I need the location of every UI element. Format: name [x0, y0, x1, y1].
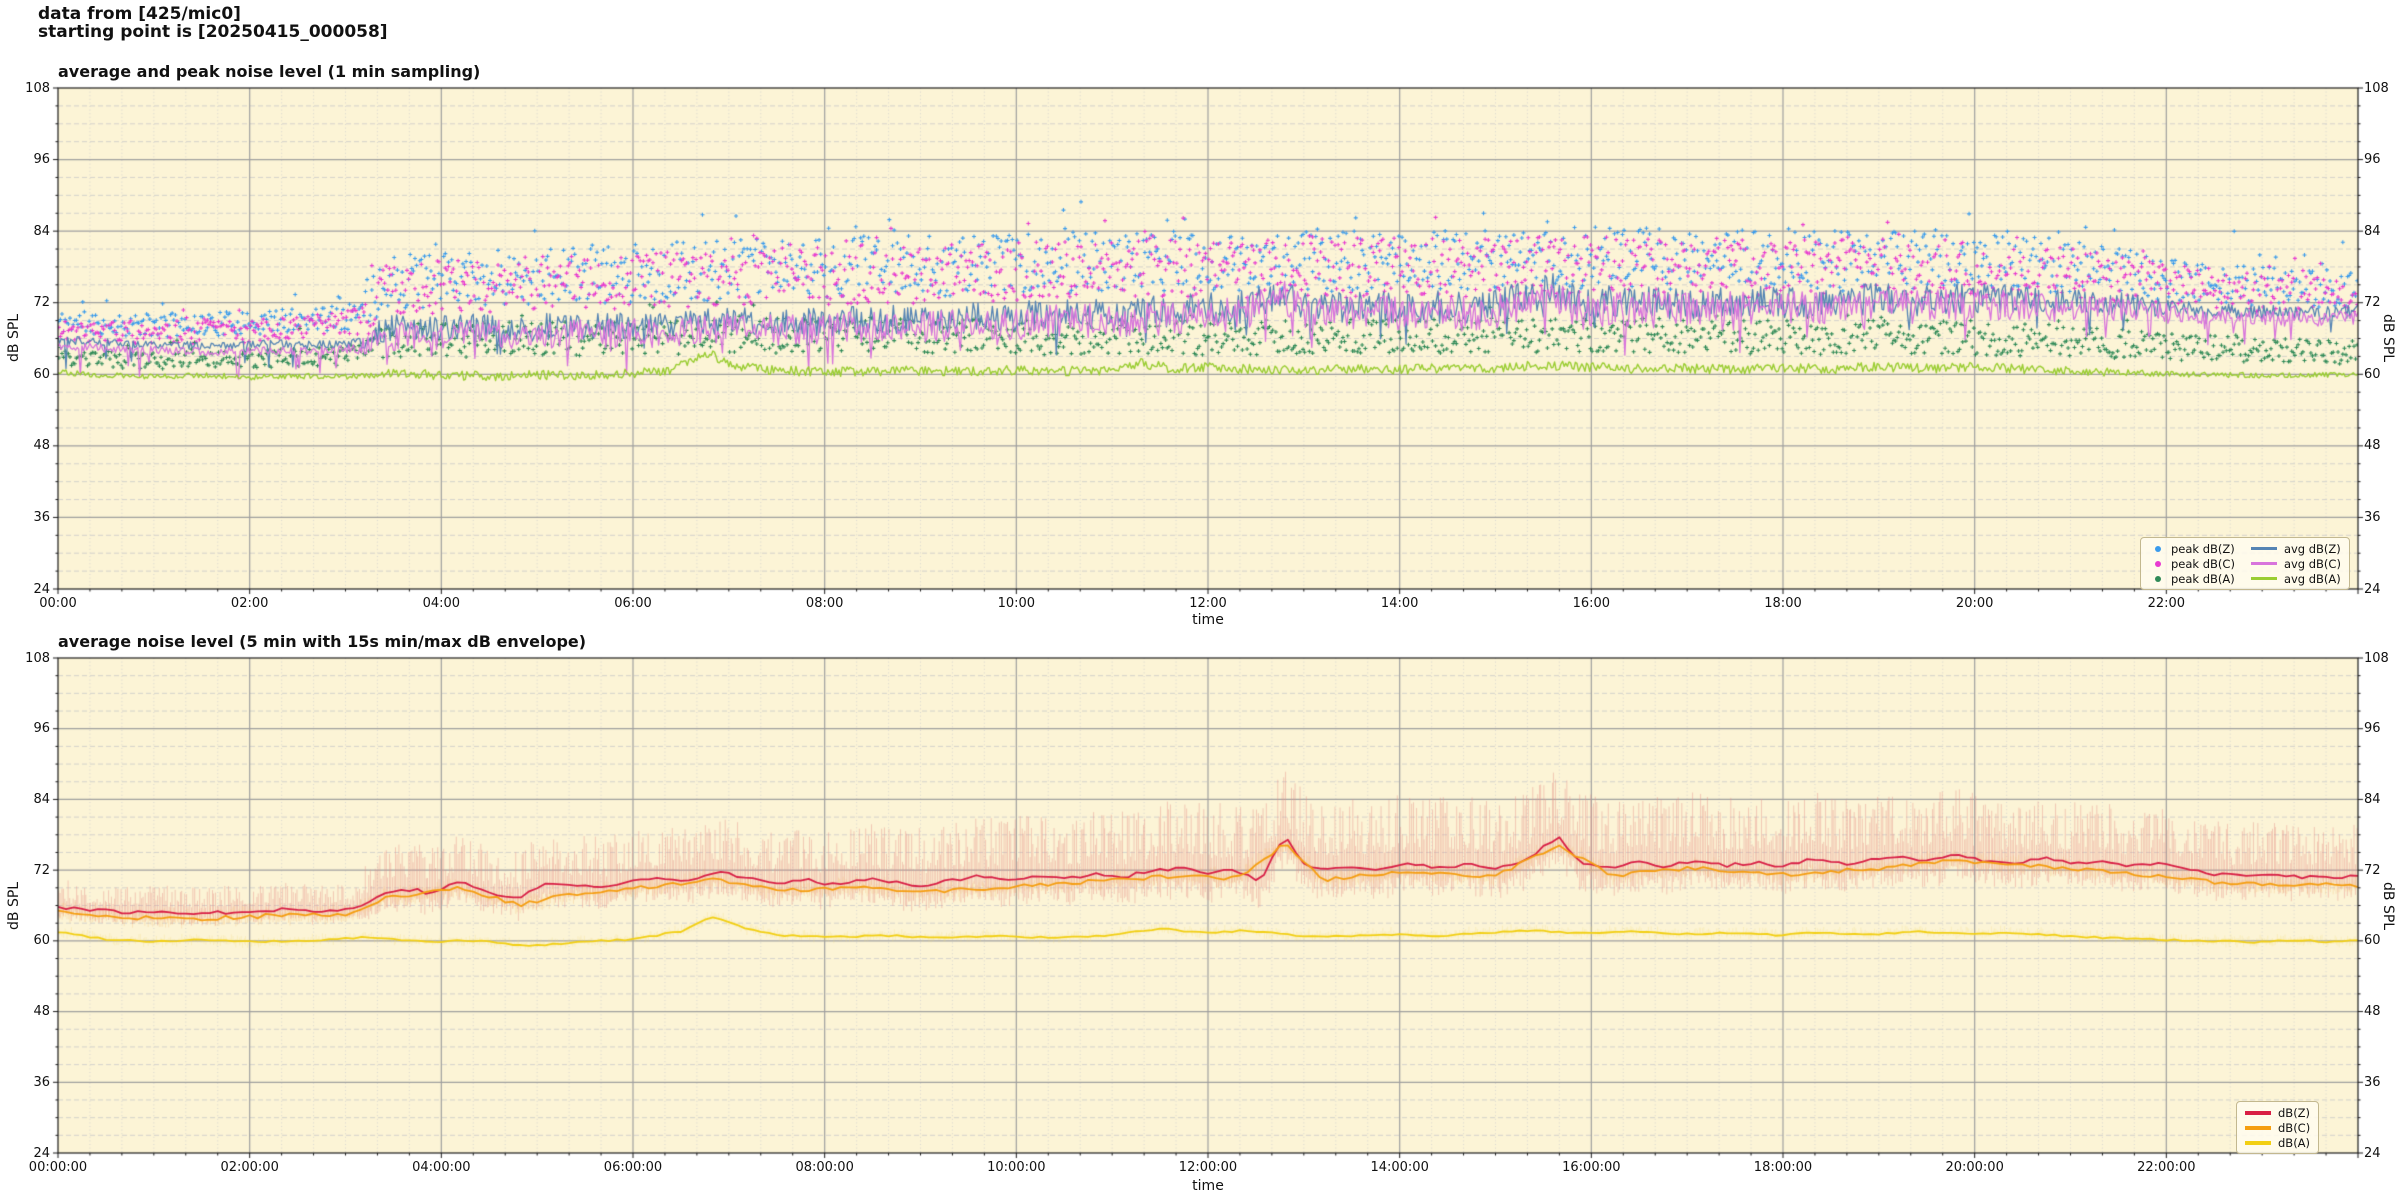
legend-item: peak dB(C)	[2149, 556, 2235, 571]
y-tick-label: 24	[33, 581, 50, 597]
x-tick-label: 02:00	[230, 596, 269, 611]
chart1-legend: peak dB(Z) avg dB(Z) peak dB(C) avg dB(C) pe…	[2140, 537, 2350, 590]
x-tick-label: 00:00:00	[28, 1160, 88, 1175]
y-tick-label: 36	[2364, 509, 2381, 525]
y-tick-label: 24	[33, 1145, 50, 1161]
x-tick-label: 18:00	[1764, 596, 1802, 611]
chart1-xlabel: time	[1192, 612, 1224, 628]
y-tick-label: 72	[2364, 862, 2381, 878]
header-starting-point: starting point is [20250415_000058]	[38, 22, 388, 42]
y-tick-label: 108	[2364, 650, 2389, 666]
chart2-ylabel-right: dB SPL	[2380, 881, 2396, 931]
x-tick-label: 02:00:00	[220, 1160, 279, 1175]
legend-line-marker	[2245, 1110, 2271, 1115]
y-tick-label: 96	[33, 721, 50, 737]
legend-label: avg dB(A)	[2283, 571, 2341, 586]
legend-label: peak dB(Z)	[2171, 541, 2235, 556]
chart2-legend: dB(Z) dB(C) dB(A)	[2236, 1101, 2320, 1154]
legend-label: avg dB(Z)	[2283, 541, 2341, 556]
legend-item: peak dB(A)	[2149, 571, 2235, 586]
x-tick-label: 06:00	[614, 596, 652, 611]
legend-item: avg dB(Z)	[2250, 541, 2341, 556]
x-tick-label: 04:00	[422, 596, 461, 611]
legend-item: dB(Z)	[2245, 1105, 2310, 1120]
x-tick-label: 16:00	[1572, 596, 1611, 611]
legend-line-marker	[2245, 1125, 2271, 1130]
legend-line-marker	[2250, 562, 2277, 565]
y-tick-label: 108	[25, 650, 50, 666]
legend-dot-marker	[2155, 575, 2161, 582]
y-tick-label: 108	[2364, 80, 2389, 96]
y-tick-label: 84	[33, 791, 50, 807]
legend-line-marker	[2250, 547, 2277, 550]
chart1-plot-area	[51, 81, 2365, 596]
y-tick-label: 48	[33, 438, 50, 454]
x-tick-label: 10:00:00	[987, 1160, 1046, 1175]
y-tick-label: 72	[33, 295, 50, 311]
x-tick-label: 14:00:00	[1370, 1160, 1429, 1175]
legend-dot-marker	[2155, 560, 2161, 567]
y-tick-label: 96	[33, 152, 50, 168]
x-tick-label: 12:00	[1189, 596, 1227, 611]
legend-label: avg dB(C)	[2283, 556, 2341, 571]
legend-item: avg dB(A)	[2250, 571, 2341, 586]
y-tick-label: 96	[2364, 721, 2381, 737]
y-tick-label: 84	[2364, 223, 2381, 239]
chart2-xlabel: time	[1192, 1178, 1224, 1194]
legend-item: dB(C)	[2245, 1120, 2310, 1135]
legend-line-marker	[2250, 577, 2277, 580]
chart2-plot-area	[51, 651, 2365, 1160]
y-tick-label: 60	[33, 366, 50, 382]
x-tick-label: 14:00	[1380, 596, 1419, 611]
y-tick-label: 60	[33, 933, 50, 949]
x-tick-label: 22:00:00	[2137, 1160, 2196, 1175]
y-tick-label: 36	[33, 1074, 50, 1090]
y-tick-label: 84	[33, 223, 50, 239]
x-tick-label: 22:00	[2147, 596, 2186, 611]
y-tick-label: 108	[25, 80, 50, 96]
chart1-ylabel-right: dB SPL	[2380, 313, 2396, 363]
legend-label: peak dB(C)	[2171, 556, 2235, 571]
y-tick-label: 24	[2364, 581, 2381, 597]
y-tick-label: 48	[33, 1004, 50, 1020]
chart2-title: average noise level (5 min with 15s min/…	[58, 632, 587, 651]
y-tick-label: 72	[33, 862, 50, 878]
y-tick-label: 60	[2364, 933, 2381, 949]
y-tick-label: 48	[2364, 1004, 2381, 1020]
y-tick-label: 24	[2364, 1145, 2381, 1161]
y-tick-label: 36	[2364, 1074, 2381, 1090]
x-tick-label: 16:00:00	[1562, 1160, 1621, 1175]
x-tick-label: 12:00:00	[1178, 1160, 1238, 1175]
y-tick-label: 84	[2364, 791, 2381, 807]
legend-label: dB(C)	[2278, 1120, 2311, 1135]
x-tick-label: 20:00	[1955, 596, 1994, 611]
legend-item: avg dB(C)	[2250, 556, 2341, 571]
y-tick-label: 36	[33, 509, 50, 525]
x-tick-label: 00:00	[39, 596, 77, 611]
legend-label: dB(Z)	[2278, 1105, 2311, 1120]
chart2-ylabel-left: dB SPL	[6, 881, 22, 931]
legend-label: dB(A)	[2278, 1135, 2311, 1150]
x-tick-label: 06:00:00	[603, 1160, 663, 1175]
legend-dot-marker	[2155, 545, 2161, 552]
x-tick-label: 04:00:00	[412, 1160, 471, 1175]
header-data-source: data from [425/mic0]	[38, 4, 241, 24]
x-tick-label: 18:00:00	[1753, 1160, 1813, 1175]
y-tick-label: 72	[2364, 295, 2381, 311]
y-tick-label: 48	[2364, 438, 2381, 454]
chart1-ylabel-left: dB SPL	[6, 313, 22, 363]
y-tick-label: 96	[2364, 152, 2381, 168]
legend-item: peak dB(Z)	[2149, 541, 2235, 556]
legend-line-marker	[2245, 1140, 2271, 1145]
x-tick-label: 08:00:00	[795, 1160, 854, 1175]
y-tick-label: 60	[2364, 366, 2381, 382]
legend-label: peak dB(A)	[2171, 571, 2235, 586]
x-tick-label: 10:00	[997, 596, 1036, 611]
legend-item: dB(A)	[2245, 1135, 2310, 1150]
x-tick-label: 08:00	[805, 596, 844, 611]
x-tick-label: 20:00:00	[1945, 1160, 2004, 1175]
chart1-title: average and peak noise level (1 min samp…	[58, 62, 481, 81]
